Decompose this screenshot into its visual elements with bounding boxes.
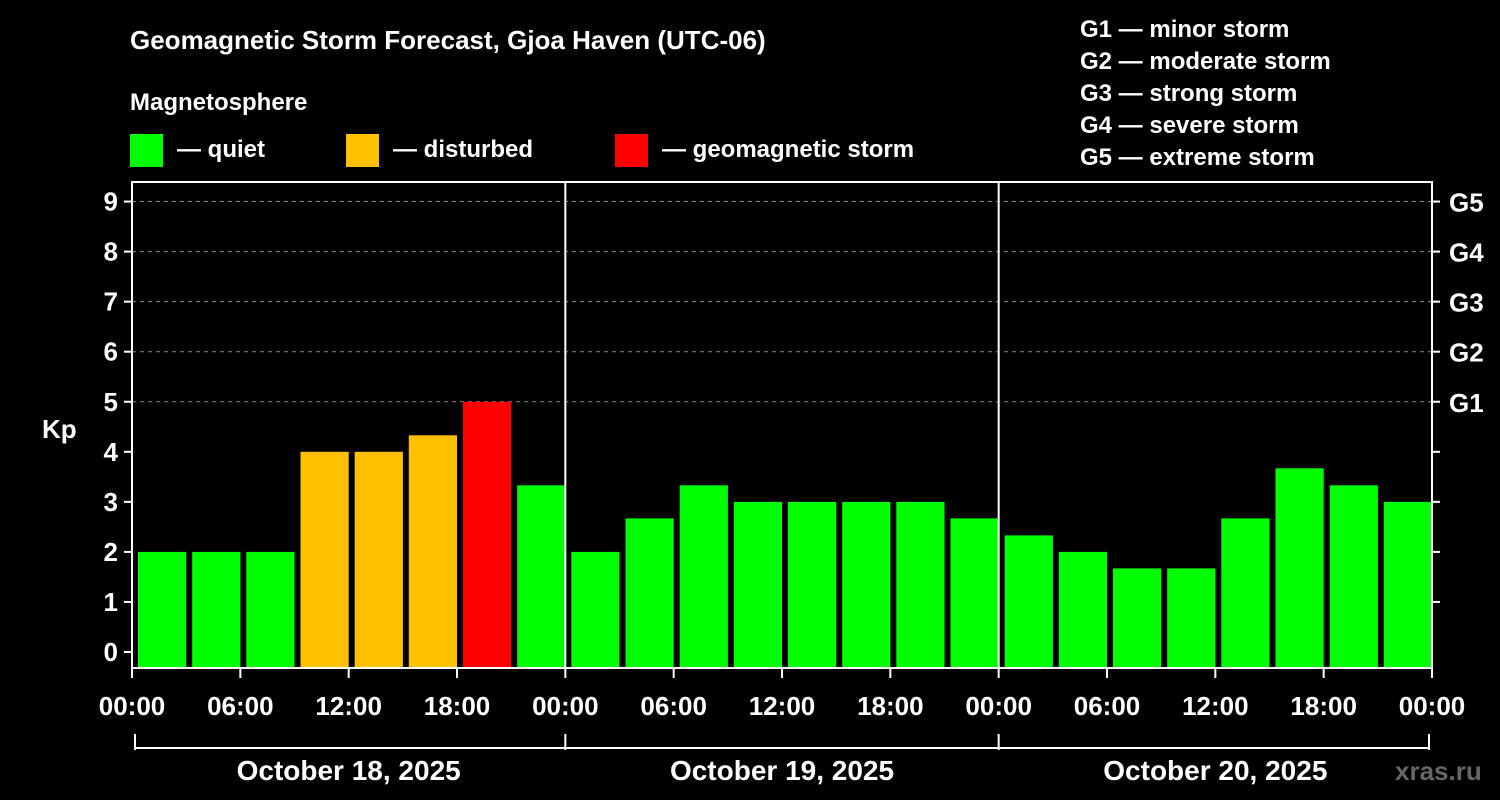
- g-scale-axis: G1 G2 G3 G4 G5: [1432, 188, 1484, 603]
- y-axis: 0 1 2 3 4 5 6 7 8 9: [104, 187, 132, 667]
- g-label-G4: G4: [1449, 238, 1484, 268]
- y-tick-label-8: 8: [104, 237, 118, 267]
- y-tick-label-1: 1: [104, 587, 118, 617]
- bar-6: [463, 401, 512, 669]
- day-labels: October 18, 2025 October 19, 2025 October …: [134, 734, 1430, 786]
- bar-21: [1275, 468, 1324, 668]
- y-tick-label-0: 0: [104, 637, 118, 667]
- bar-22: [1329, 485, 1378, 668]
- y-tick-label-2: 2: [104, 537, 118, 567]
- bar-2: [246, 551, 295, 668]
- x-tick-label-11: 18:00: [1290, 691, 1357, 721]
- x-tick-label-1: 06:00: [207, 691, 274, 721]
- bar-11: [733, 501, 782, 668]
- legend-title: Magnetosphere: [130, 89, 307, 116]
- scale-legend-item-4: G5 — extreme storm: [1080, 144, 1315, 171]
- x-tick-label-8: 00:00: [965, 691, 1032, 721]
- scale-legend-item-3: G4 — severe storm: [1080, 112, 1299, 139]
- x-tick-label-4: 00:00: [532, 691, 599, 721]
- bar-1: [192, 551, 241, 668]
- y-tick-label-3: 3: [104, 487, 118, 517]
- day-label-0: October 18, 2025: [237, 755, 461, 786]
- watermark: xras.ru: [1395, 756, 1482, 786]
- bar-7: [517, 485, 566, 668]
- legend-swatch-1: [346, 134, 379, 167]
- bar-10: [679, 485, 728, 668]
- bar-15: [950, 518, 999, 668]
- scale-legend-item-2: G3 — strong storm: [1080, 80, 1297, 107]
- legend-label-2: — geomagnetic storm: [662, 136, 914, 163]
- y-tick-label-6: 6: [104, 337, 118, 367]
- x-tick-label-7: 18:00: [857, 691, 924, 721]
- g-label-G2: G2: [1449, 338, 1484, 368]
- bar-17: [1058, 551, 1107, 668]
- bar-9: [625, 518, 674, 668]
- day-label-1: October 19, 2025: [670, 755, 894, 786]
- scale-legend-item-1: G2 — moderate storm: [1080, 48, 1331, 75]
- bar-14: [896, 501, 945, 668]
- bar-12: [788, 501, 837, 668]
- storm-scale-legend: G1 — minor storm G2 — moderate storm G3 — …: [1080, 16, 1331, 171]
- y-tick-label-7: 7: [104, 287, 118, 317]
- x-axis: 00:00 06:00 12:00 18:00 00:00 06:00 12:00 18:00…: [99, 668, 1466, 721]
- bar-19: [1167, 568, 1216, 668]
- x-tick-label-2: 12:00: [315, 691, 382, 721]
- x-tick-label-3: 18:00: [424, 691, 491, 721]
- bars: [138, 401, 1432, 669]
- legend-swatch-0: [130, 134, 163, 167]
- y-axis-label: Kp: [42, 414, 77, 444]
- x-tick-label-0: 00:00: [99, 691, 166, 721]
- bar-8: [571, 551, 620, 668]
- legend-label-0: — quiet: [177, 136, 265, 163]
- bar-0: [138, 551, 187, 668]
- bar-18: [1113, 568, 1162, 668]
- bar-16: [1004, 535, 1053, 668]
- legend-swatch-2: [615, 134, 648, 167]
- x-tick-label-12: 00:00: [1399, 691, 1466, 721]
- y-tick-label-5: 5: [104, 387, 118, 417]
- g-label-G1: G1: [1449, 388, 1484, 418]
- x-tick-label-5: 06:00: [640, 691, 707, 721]
- y-tick-label-9: 9: [104, 187, 118, 217]
- y-tick-label-4: 4: [104, 437, 119, 467]
- x-tick-label-6: 12:00: [749, 691, 816, 721]
- x-tick-label-9: 06:00: [1074, 691, 1141, 721]
- color-legend: — quiet — disturbed — geomagnetic storm: [130, 134, 914, 167]
- chart-title: Geomagnetic Storm Forecast, Gjoa Haven (…: [130, 25, 766, 55]
- gridlines: [132, 201, 1432, 403]
- bar-3: [300, 451, 349, 668]
- g-label-G5: G5: [1449, 188, 1484, 218]
- g-label-G3: G3: [1449, 288, 1484, 318]
- scale-legend-item-0: G1 — minor storm: [1080, 16, 1289, 43]
- bar-4: [354, 451, 403, 668]
- legend-label-1: — disturbed: [393, 136, 533, 163]
- bar-5: [408, 435, 457, 668]
- bar-20: [1221, 518, 1270, 668]
- bar-13: [842, 501, 891, 668]
- x-tick-label-10: 12:00: [1182, 691, 1249, 721]
- day-label-2: October 20, 2025: [1103, 755, 1327, 786]
- bar-23: [1383, 501, 1432, 668]
